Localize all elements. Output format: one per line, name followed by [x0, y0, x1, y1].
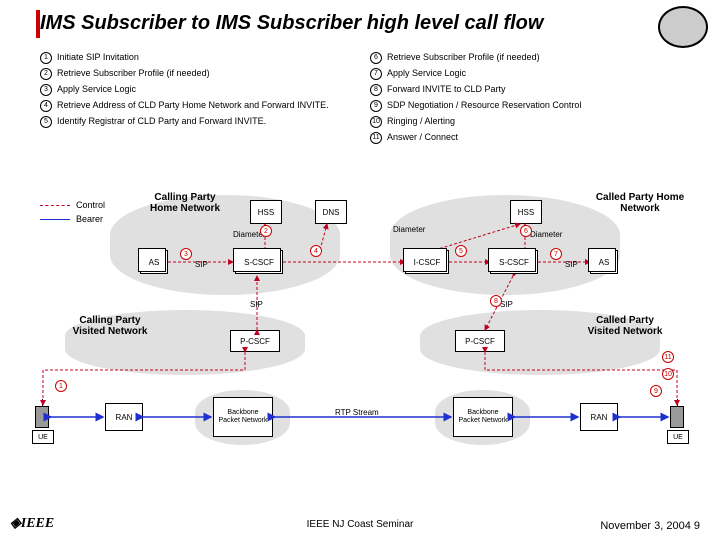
backbone-left: Backbone Packet Network: [213, 397, 273, 437]
footer: ◈IEEE November 3, 2004 9: [0, 515, 720, 532]
ran-left: RAN: [105, 403, 143, 431]
icscf: I-CSCF: [405, 250, 449, 274]
step-7: 7Apply Service Logic: [370, 68, 700, 80]
sip-label-1: SIP: [195, 260, 208, 269]
calling-visited-label: Calling Party Visited Network: [65, 315, 155, 337]
scscf-left: S-CSCF: [235, 250, 283, 274]
step-4: 4Retrieve Address of CLD Party Home Netw…: [40, 100, 370, 112]
footer-date: November 3, 2004 9: [600, 520, 700, 532]
as-left: AS: [140, 250, 168, 274]
scscf-right: S-CSCF: [490, 250, 538, 274]
steps-list: 1Initiate SIP Invitation 2Retrieve Subscr…: [40, 52, 700, 148]
step-11: 11Answer / Connect: [370, 132, 700, 144]
sip-label-2: SIP: [250, 300, 263, 309]
ue-right-label: UE: [667, 430, 689, 444]
step-2: 2Retrieve Subscriber Profile (if needed): [40, 68, 370, 80]
step-3: 3Apply Service Logic: [40, 84, 370, 96]
step-10: 10Ringing / Alerting: [370, 116, 700, 128]
called-home-label: Called Party Home Network: [595, 192, 685, 214]
step-9: 9SDP Negotiation / Resource Reservation …: [370, 100, 700, 112]
ran-right: RAN: [580, 403, 618, 431]
calling-home-label: Calling Party Home Network: [140, 192, 230, 214]
pcscf-left: P-CSCF: [230, 330, 280, 352]
diagram: Calling Party Home Network Called Party …: [35, 190, 690, 480]
ieee-logo: ◈IEEE: [10, 515, 54, 532]
rtp-label: RTP Stream: [335, 408, 379, 417]
step-8: 8Forward INVITE to CLD Party: [370, 84, 700, 96]
hss-right: HSS: [510, 200, 542, 224]
as-right: AS: [590, 250, 618, 274]
called-visited-label: Called Party Visited Network: [580, 315, 670, 337]
diameter-label-2: Diameter: [393, 225, 425, 234]
backbone-right: Backbone Packet Network: [453, 397, 513, 437]
step-5: 5Identify Registrar of CLD Party and For…: [40, 116, 370, 128]
ue-left: [35, 406, 49, 428]
hss-left: HSS: [250, 200, 282, 224]
page-title: IMS Subscriber to IMS Subscriber high le…: [40, 12, 543, 35]
logo-top-right: [658, 6, 708, 48]
pcscf-right: P-CSCF: [455, 330, 505, 352]
step-6: 6Retrieve Subscriber Profile (if needed): [370, 52, 700, 64]
diameter-label-3: Diameter: [530, 230, 562, 239]
ue-right: [670, 406, 684, 428]
sip-label-4: SIP: [565, 260, 578, 269]
dns-node: DNS: [315, 200, 347, 224]
step-1: 1Initiate SIP Invitation: [40, 52, 370, 64]
ue-left-label: UE: [32, 430, 54, 444]
